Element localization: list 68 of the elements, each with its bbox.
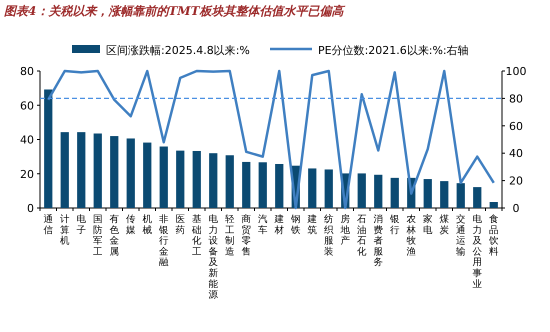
y-tick-label: 80 [20, 65, 34, 78]
x-tick-label: 钢铁 [290, 214, 301, 236]
x-tick-label: 汽车 [258, 213, 268, 236]
bar [176, 150, 184, 208]
x-tick-label: 家电 [422, 213, 433, 236]
bar [209, 153, 218, 208]
x-tick-label: 传媒 [126, 214, 136, 236]
x-tick-label: 石油石化 [356, 214, 367, 258]
x-tick-label: 纺织服装 [324, 213, 334, 258]
x-tick-label: 轻工制造 [224, 213, 235, 258]
x-tick-label: 建筑 [306, 213, 318, 236]
bar [308, 168, 316, 208]
x-tick-label: 医药 [175, 214, 186, 236]
x-tick-label: 电力及公用事业 [472, 213, 482, 290]
y2-tick-label: 60 [509, 120, 523, 133]
x-tick-label: 有色金属 [109, 213, 120, 258]
bar [226, 155, 234, 208]
bar [424, 179, 432, 208]
x-tick-label: 国防军工 [92, 214, 103, 258]
bar [110, 136, 118, 208]
y2-tick-label: 0 [512, 202, 520, 215]
x-tick-label: 机械 [142, 213, 152, 236]
x-tick-label: 消费者服务 [373, 213, 384, 268]
bar [242, 162, 250, 208]
chart-title: 图表4：关税以来，涨幅靠前的TMT板块其整体估值水平已偏高 [4, 4, 346, 18]
x-tick-label: 计算机 [60, 213, 70, 247]
x-tick-label: 交通运输 [456, 213, 466, 258]
x-tick-label: 非银行金融 [158, 213, 169, 268]
x-tick-label: 电力设备及新能源 [208, 213, 218, 301]
bar [143, 142, 152, 208]
line-series [47, 70, 495, 210]
bar [358, 173, 366, 208]
x-tick-label: 煤炭 [439, 213, 450, 236]
bar [258, 162, 267, 208]
y2-tick-label: 100 [506, 65, 526, 78]
bar [473, 187, 482, 208]
x-tick-label: 银行 [388, 214, 400, 236]
bar [490, 202, 498, 208]
bar [275, 164, 284, 208]
x-tick-label: 基础化工 [190, 213, 202, 258]
bar [374, 174, 382, 208]
y-tick-label: 60 [20, 99, 34, 112]
bar [44, 89, 52, 208]
y-tick-label: 40 [20, 134, 34, 146]
y-tick-label: 0 [27, 202, 34, 215]
legend-label: 区间涨跌幅:2025.4.8以来:% [106, 44, 250, 57]
bar [126, 138, 135, 208]
bar [440, 181, 448, 208]
y-tick-label: 20 [20, 168, 34, 181]
x-tick-label: 通信 [43, 213, 54, 236]
x-tick-label: 建材 [273, 213, 284, 236]
legend-label: PE分位数:2021.6以来:%:右轴 [318, 44, 469, 57]
bar [77, 132, 86, 208]
x-tick-label: 商贸零售 [241, 213, 252, 258]
bar [94, 134, 102, 208]
bar [160, 146, 168, 208]
x-tick-label: 电子 [76, 213, 86, 236]
bar [456, 183, 465, 208]
bar [390, 178, 399, 208]
y2-tick-label: 80 [509, 92, 523, 106]
y2-tick-label: 40 [509, 147, 523, 160]
y2-tick-label: 20 [509, 174, 523, 188]
bar [60, 132, 69, 208]
x-tick-label: 房地产 [339, 213, 350, 247]
bar [324, 169, 333, 208]
x-tick-label: 食品饮料 [488, 213, 499, 258]
x-tick-label: 农林牧渔 [405, 214, 416, 258]
bar [192, 150, 201, 208]
